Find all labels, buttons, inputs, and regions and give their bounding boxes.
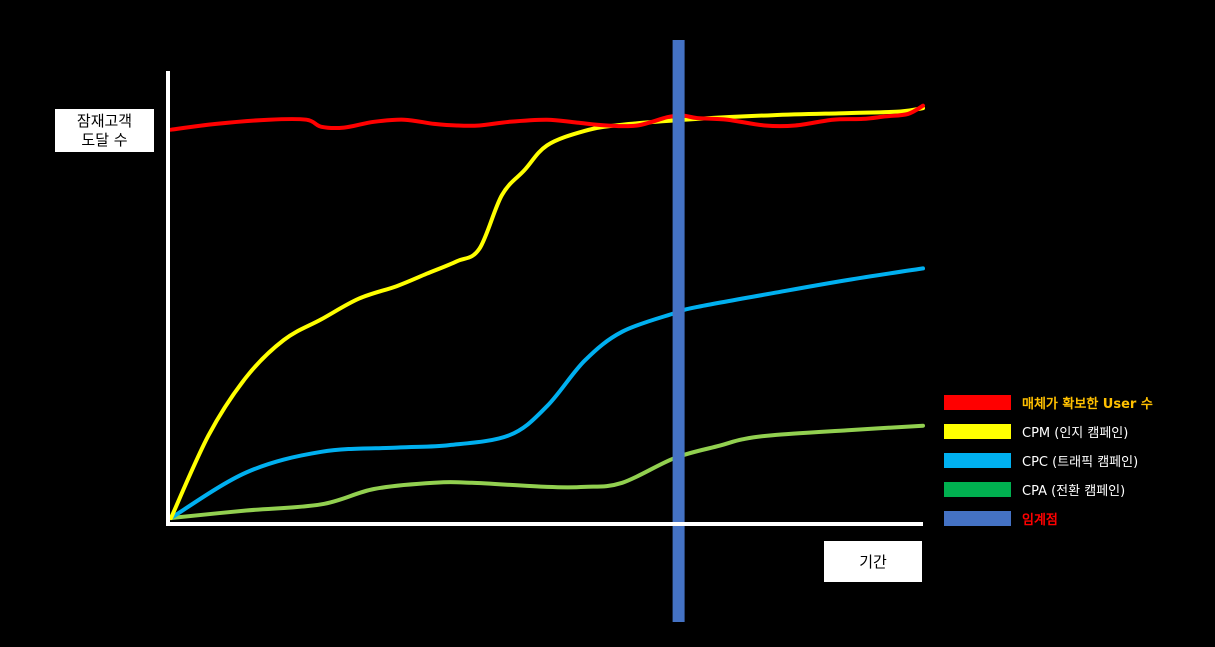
legend-swatch bbox=[944, 453, 1011, 468]
legend-item-cpm: CPM (인지 캠페인) bbox=[944, 417, 1153, 446]
y-axis-label: 잠재고객 도달 수 bbox=[55, 109, 154, 152]
series-line-cpa bbox=[169, 423, 925, 520]
legend-swatch bbox=[944, 482, 1011, 497]
threshold-bar bbox=[672, 40, 685, 622]
legend-label: 매체가 확보한 User 수 bbox=[1022, 397, 1153, 412]
legend-item-media-users: 매체가 확보한 User 수 bbox=[944, 388, 1153, 417]
series-line-cpm bbox=[169, 106, 925, 520]
y-axis-label-line-2: 도달 수 bbox=[81, 130, 128, 149]
legend-label: CPM (인지 캠페인) bbox=[1022, 426, 1129, 441]
y-axis-label-line-1: 잠재고객 bbox=[76, 111, 133, 130]
legend-label: CPC (트래픽 캠페인) bbox=[1022, 455, 1139, 470]
legend-label: CPA (전환 캠페인) bbox=[1022, 484, 1126, 499]
series-line-cpc bbox=[169, 266, 925, 520]
legend-item-threshold: 임계점 bbox=[944, 504, 1153, 533]
series-lines bbox=[169, 103, 925, 520]
legend: 매체가 확보한 User 수 CPM (인지 캠페인) CPC (트래픽 캠페인… bbox=[944, 388, 1153, 533]
legend-swatch bbox=[944, 424, 1011, 439]
legend-item-cpc: CPC (트래픽 캠페인) bbox=[944, 446, 1153, 475]
legend-swatch bbox=[944, 511, 1011, 526]
series-line-media-users bbox=[169, 103, 925, 132]
legend-swatch bbox=[944, 395, 1011, 410]
x-axis-label: 기간 bbox=[824, 541, 922, 582]
legend-label: 임계점 bbox=[1022, 513, 1058, 528]
legend-item-cpa: CPA (전환 캠페인) bbox=[944, 475, 1153, 504]
